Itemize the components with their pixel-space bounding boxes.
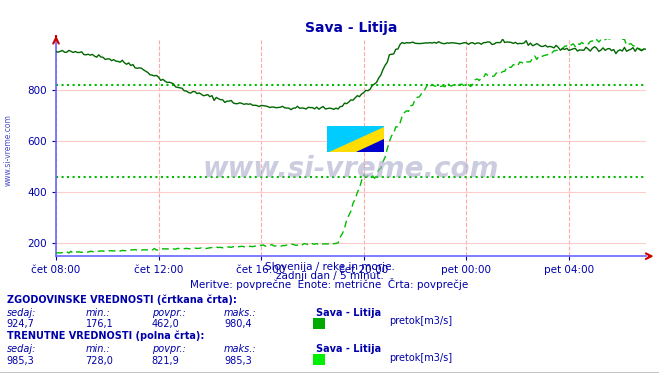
Text: Meritve: povprečne  Enote: metrične  Črta: povprečje: Meritve: povprečne Enote: metrične Črta:…	[190, 278, 469, 290]
Text: ZGODOVINSKE VREDNOSTI (črtkana črta):: ZGODOVINSKE VREDNOSTI (črtkana črta):	[7, 294, 237, 305]
Text: 728,0: 728,0	[86, 356, 113, 365]
Polygon shape	[356, 139, 384, 152]
Polygon shape	[328, 126, 384, 152]
Text: 176,1: 176,1	[86, 319, 113, 329]
Text: 985,3: 985,3	[224, 356, 252, 365]
Text: 821,9: 821,9	[152, 356, 179, 365]
Polygon shape	[328, 126, 384, 152]
Text: Sava - Litija: Sava - Litija	[316, 344, 382, 354]
Text: sedaj:: sedaj:	[7, 308, 36, 318]
Text: 980,4: 980,4	[224, 319, 252, 329]
Title: Sava - Litija: Sava - Litija	[304, 21, 397, 35]
Text: Slovenija / reke in morje.: Slovenija / reke in morje.	[264, 262, 395, 272]
Text: maks.:: maks.:	[224, 344, 257, 354]
Text: www.si-vreme.com: www.si-vreme.com	[203, 156, 499, 183]
Text: TRENUTNE VREDNOSTI (polna črta):: TRENUTNE VREDNOSTI (polna črta):	[7, 331, 204, 341]
Text: povpr.:: povpr.:	[152, 344, 185, 354]
Text: maks.:: maks.:	[224, 308, 257, 318]
Text: zadnji dan / 5 minut.: zadnji dan / 5 minut.	[275, 271, 384, 280]
Text: sedaj:: sedaj:	[7, 344, 36, 354]
Text: www.si-vreme.com: www.si-vreme.com	[3, 114, 13, 186]
Text: min.:: min.:	[86, 308, 111, 318]
Text: povpr.:: povpr.:	[152, 308, 185, 318]
Text: pretok[m3/s]: pretok[m3/s]	[389, 316, 452, 326]
Text: min.:: min.:	[86, 344, 111, 354]
Text: 924,7: 924,7	[7, 319, 34, 329]
Text: 462,0: 462,0	[152, 319, 179, 329]
Text: pretok[m3/s]: pretok[m3/s]	[389, 353, 452, 362]
Text: Sava - Litija: Sava - Litija	[316, 308, 382, 318]
Text: 985,3: 985,3	[7, 356, 34, 365]
